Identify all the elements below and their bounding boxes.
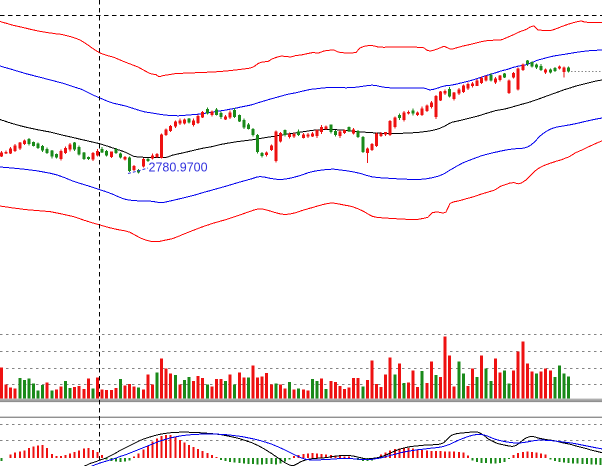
svg-text:2780.9700: 2780.9700 [149, 161, 208, 175]
